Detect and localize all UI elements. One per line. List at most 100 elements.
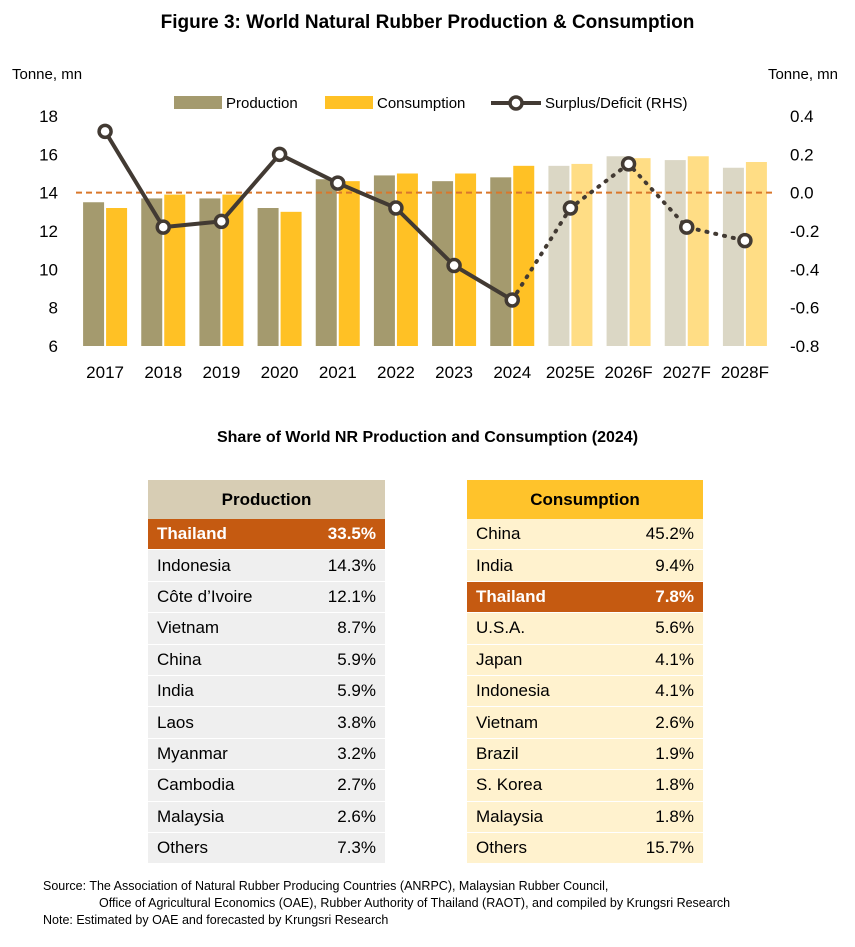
consumption-share-value: 1.8% <box>604 769 703 802</box>
production-share-value: 5.9% <box>297 675 385 708</box>
note-line: Note: Estimated by OAE and forecasted by… <box>43 913 389 927</box>
legend-production-swatch <box>174 96 222 109</box>
x-tick-label: 2019 <box>203 363 241 382</box>
surplus-deficit-line <box>103 130 514 302</box>
production-row: Thailand 33.5% <box>148 519 385 551</box>
legend-consumption-swatch <box>325 96 373 109</box>
x-tick-label: 2026F <box>604 363 652 382</box>
surplus-deficit-point <box>562 200 579 216</box>
surplus-deficit-point <box>97 123 113 140</box>
x-tick-label: 2024 <box>493 363 531 382</box>
right-tick-label: 0.4 <box>790 107 814 126</box>
production-share-value: 2.7% <box>297 769 385 802</box>
consumption-share-value: 45.2% <box>604 519 703 551</box>
consumption-country: Others <box>467 832 605 865</box>
left-tick-label: 16 <box>39 145 58 164</box>
consumption-share-value: 15.7% <box>604 832 703 865</box>
consumption-bar <box>571 163 593 346</box>
left-tick-label: 14 <box>39 184 58 203</box>
consumption-bar <box>687 156 709 346</box>
x-tick-label: 2018 <box>144 363 182 382</box>
production-share-value: 3.2% <box>297 738 385 771</box>
legend-surplus-label: Surplus/Deficit (RHS) <box>545 95 688 112</box>
consumption-row: S. Korea 1.8% <box>467 769 703 802</box>
consumption-country: U.S.A. <box>467 612 605 645</box>
consumption-country: Brazil <box>467 738 605 771</box>
surplus-deficit-forecast-line <box>510 161 747 302</box>
left-tick-label: 8 <box>49 299 58 318</box>
production-row: Côte d’Ivoire 12.1% <box>148 581 385 614</box>
consumption-country: Japan <box>467 644 605 676</box>
production-share-value: 5.9% <box>297 644 385 676</box>
left-tick-label: 6 <box>49 337 58 356</box>
production-bar <box>490 177 512 346</box>
consumption-country: India <box>467 549 605 582</box>
consumption-row: Brazil 1.9% <box>467 738 703 771</box>
consumption-country: S. Korea <box>467 769 605 802</box>
combo-chart: Tonne, mn Tonne, mn 6 8 10 12 14 16 18 0.4 0.2 0.0 -… <box>12 66 838 382</box>
consumption-bar <box>164 194 186 346</box>
production-bar <box>141 198 163 346</box>
x-tick-label: 2028F <box>721 363 769 382</box>
consumption-country: Thailand <box>467 581 605 614</box>
production-bar <box>83 202 105 346</box>
production-country: Côte d’Ivoire <box>148 581 298 614</box>
production-country: India <box>148 675 298 708</box>
consumption-share-value: 1.9% <box>604 738 703 771</box>
consumption-share-value: 4.1% <box>604 644 703 676</box>
consumption-country: China <box>467 519 605 551</box>
production-bar <box>373 175 395 346</box>
production-row: Vietnam 8.7% <box>148 612 385 645</box>
right-tick-label: 0.2 <box>790 145 814 164</box>
production-share-value: 14.3% <box>297 549 385 582</box>
surplus-deficit-point <box>330 175 346 191</box>
production-country: Indonesia <box>148 549 298 582</box>
consumption-share-value: 2.6% <box>604 706 703 739</box>
production-row: India 5.9% <box>148 675 385 708</box>
consumption-country: Malaysia <box>467 801 605 833</box>
x-tick-label: 2025E <box>546 363 595 382</box>
production-bar <box>257 208 279 346</box>
x-tick-label: 2022 <box>377 363 415 382</box>
consumption-share-value: 1.8% <box>604 801 703 833</box>
consumption-bar <box>455 173 477 346</box>
production-row: Others 7.3% <box>148 832 385 865</box>
consumption-bar <box>222 194 244 346</box>
surplus-deficit-point <box>155 219 171 235</box>
production-country: China <box>148 644 298 676</box>
consumption-bar <box>106 208 128 346</box>
legend-consumption-label: Consumption <box>377 95 465 112</box>
surplus-deficit-point <box>737 232 753 249</box>
production-bar <box>432 181 454 346</box>
production-share-value: 33.5% <box>297 519 385 551</box>
source-line-1: Source: The Association of Natural Rubbe… <box>43 879 609 893</box>
consumption-bar <box>745 162 767 346</box>
production-row: Laos 3.8% <box>148 706 385 739</box>
production-row: Malaysia 2.6% <box>148 801 385 833</box>
production-row: China 5.9% <box>148 644 385 676</box>
consumption-row: Malaysia 1.8% <box>467 801 703 833</box>
consumption-bar <box>280 211 302 346</box>
production-country: Thailand <box>148 519 298 551</box>
production-country: Vietnam <box>148 612 298 645</box>
consumption-share-value: 9.4% <box>604 549 703 582</box>
x-tick-label: 2020 <box>261 363 299 382</box>
figure-title: Figure 3: World Natural Rubber Productio… <box>160 12 695 33</box>
consumption-row: Japan 4.1% <box>467 644 703 676</box>
consumption-share-table: Consumption China 45.2% India 9.4% Thailand 7… <box>467 480 703 865</box>
surplus-deficit-point <box>504 292 520 308</box>
consumption-bar <box>338 181 360 346</box>
consumption-table-header: Consumption <box>467 480 703 519</box>
production-bar <box>722 167 744 346</box>
production-bar <box>199 198 221 346</box>
production-share-value: 8.7% <box>297 612 385 645</box>
right-tick-label: -0.8 <box>790 337 819 356</box>
consumption-row: Indonesia 4.1% <box>467 675 703 708</box>
production-row: Cambodia 2.7% <box>148 769 385 802</box>
production-share-value: 3.8% <box>297 706 385 739</box>
source-line-2: Office of Agricultural Economics (OAE), … <box>99 896 731 910</box>
consumption-share-value: 7.8% <box>604 581 703 614</box>
consumption-row: China 45.2% <box>467 519 703 551</box>
production-share-table: Production Thailand 33.5% Indonesia 14.3% Cô… <box>148 480 385 865</box>
production-country: Cambodia <box>148 769 298 802</box>
